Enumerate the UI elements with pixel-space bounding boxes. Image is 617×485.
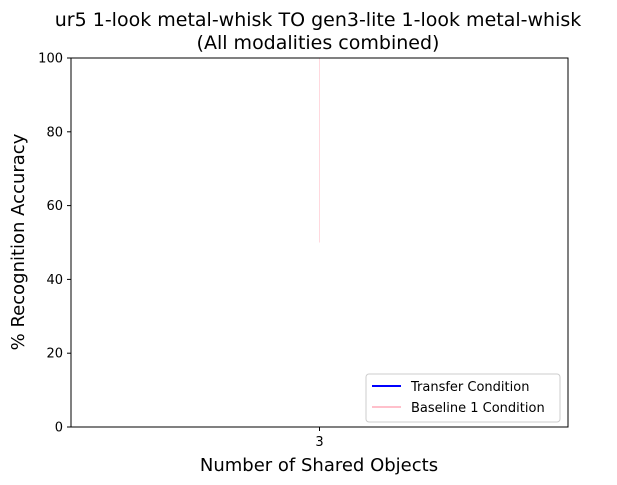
legend-label-baseline-1: Baseline 1 Condition	[411, 401, 545, 416]
y-tick-label-60: 60	[46, 199, 63, 214]
legend-label-transfer: Transfer Condition	[410, 380, 529, 395]
chart-title: ur5 1-look metal-whisk TO gen3-lite 1-lo…	[55, 9, 582, 31]
y-axis-label: % Recognition Accuracy	[8, 133, 29, 350]
x-axis-label: Number of Shared Objects	[200, 455, 438, 476]
chart-subtitle: (All modalities combined)	[197, 32, 440, 54]
legend: Transfer Condition Baseline 1 Condition	[365, 373, 561, 423]
y-tick-label-100: 100	[38, 52, 63, 67]
y-tick-label-40: 40	[46, 273, 63, 288]
y-tick-label-80: 80	[46, 125, 63, 140]
y-axis-ticks: 0 20 40 60 80 100	[38, 52, 71, 436]
plot-area	[70, 57, 569, 428]
y-tick-label-0: 0	[55, 421, 63, 436]
x-axis-ticks: 3	[315, 427, 324, 450]
y-tick-label-20: 20	[46, 347, 63, 362]
legend-box	[365, 373, 561, 423]
x-tick-label-3: 3	[315, 435, 323, 450]
